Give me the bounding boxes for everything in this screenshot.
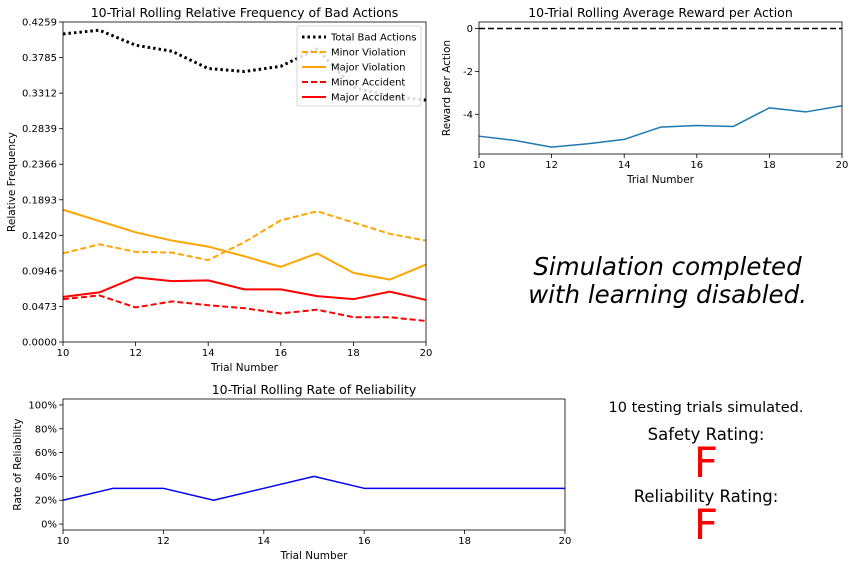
x-axis-label: Trial Number bbox=[210, 362, 279, 374]
x-tick-label: 12 bbox=[545, 160, 558, 171]
x-tick-label: 10 bbox=[57, 348, 70, 359]
y-tick-label: 100% bbox=[28, 400, 57, 411]
x-tick-label: 14 bbox=[257, 536, 270, 547]
y-tick-label: 60% bbox=[35, 448, 57, 459]
series-line-minor-accident bbox=[62, 294, 427, 322]
y-tick-label: 40% bbox=[35, 472, 57, 483]
x-tick-label: 18 bbox=[458, 536, 471, 547]
y-axis-label: Rate of Reliability bbox=[12, 418, 24, 510]
y-axis-label: Relative Frequency bbox=[6, 132, 18, 232]
x-tick-label: 20 bbox=[420, 348, 433, 359]
x-tick-label: 10 bbox=[57, 536, 70, 547]
reliability-rating-label: Reliability Rating: bbox=[633, 487, 779, 506]
simulation-message-line-2: with learning disabled. bbox=[528, 280, 807, 309]
legend-label: Major Violation bbox=[331, 63, 406, 74]
y-tick-label: 0.0946 bbox=[22, 266, 57, 277]
y-tick-label: 0.3785 bbox=[22, 53, 57, 64]
legend-label: Minor Violation bbox=[331, 48, 406, 59]
chart-title: 10-Trial Rolling Rate of Reliability bbox=[212, 382, 417, 397]
plot-frame bbox=[62, 21, 427, 343]
series-line bbox=[62, 475, 565, 501]
reliability-rating-grade: F bbox=[693, 500, 719, 549]
y-tick-label: 0.1420 bbox=[22, 231, 57, 242]
x-tick-label: 12 bbox=[157, 536, 170, 547]
chart-3: 10-Trial Rolling Rate of Reliability 10 12… bbox=[12, 382, 571, 562]
chart-title: 10-Trial Rolling Average Reward per Acti… bbox=[528, 5, 793, 20]
trials-simulated-text: 10 testing trials simulated. bbox=[608, 400, 804, 416]
plot-frame bbox=[478, 21, 843, 155]
series-line bbox=[478, 104, 843, 148]
y-tick-label: 20% bbox=[35, 496, 57, 507]
x-tick-label: 16 bbox=[274, 348, 287, 359]
legend-label: Minor Accident bbox=[331, 78, 405, 89]
y-tick-label: 0.0000 bbox=[22, 338, 57, 349]
x-tick-label: 12 bbox=[129, 348, 142, 359]
x-tick-label: 16 bbox=[358, 536, 371, 547]
x-tick-label: 20 bbox=[559, 536, 572, 547]
plot-frame bbox=[62, 398, 566, 531]
y-tick-label: 0 bbox=[467, 24, 473, 35]
y-tick-label: 0.2366 bbox=[22, 160, 57, 171]
x-tick-label: 10 bbox=[473, 160, 486, 171]
x-tick-label: 14 bbox=[618, 160, 631, 171]
chart-legend: Total Bad Actions Minor Violation Major Vi… bbox=[296, 25, 422, 107]
x-tick-label: 18 bbox=[763, 160, 776, 171]
chart-1: 10-Trial Rolling Relative Frequency of B… bbox=[6, 5, 432, 374]
x-tick-label: 20 bbox=[836, 160, 849, 171]
y-axis-label: Reward per Action bbox=[441, 40, 453, 136]
y-tick-label: 0.4259 bbox=[22, 18, 57, 29]
chart-2: 10-Trial Rolling Average Reward per Acti… bbox=[441, 5, 848, 186]
x-axis-label: Trial Number bbox=[280, 550, 349, 562]
legend-label: Total Bad Actions bbox=[330, 33, 417, 44]
legend-box bbox=[296, 25, 422, 107]
y-tick-label: 0.3312 bbox=[22, 89, 57, 100]
y-tick-label: -4 bbox=[463, 110, 473, 121]
legend-label: Major Accident bbox=[331, 93, 405, 104]
series-line-major-accident bbox=[62, 276, 427, 301]
chart-title: 10-Trial Rolling Relative Frequency of B… bbox=[91, 5, 399, 20]
y-tick-label: 0.1893 bbox=[22, 195, 57, 206]
x-tick-label: 14 bbox=[202, 348, 215, 359]
rating-panel: 10 testing trials simulated. Safety Rati… bbox=[590, 399, 822, 549]
safety-rating-label: Safety Rating: bbox=[647, 425, 765, 444]
x-axis-label: Trial Number bbox=[626, 174, 695, 186]
series-line-minor-violation bbox=[62, 210, 427, 262]
series-line-major-violation bbox=[62, 208, 427, 281]
x-tick-label: 18 bbox=[347, 348, 360, 359]
y-tick-label: 0% bbox=[41, 520, 57, 531]
simulation-status-message: Simulation completed with learning disab… bbox=[480, 253, 855, 309]
x-tick-label: 16 bbox=[690, 160, 703, 171]
y-tick-label: 0.0473 bbox=[22, 302, 57, 313]
simulation-message-line-1: Simulation completed bbox=[533, 252, 802, 281]
safety-rating-grade: F bbox=[693, 438, 719, 487]
y-tick-label: 80% bbox=[35, 424, 57, 435]
y-tick-label: 0.2839 bbox=[22, 124, 57, 135]
y-tick-label: -2 bbox=[463, 67, 473, 78]
